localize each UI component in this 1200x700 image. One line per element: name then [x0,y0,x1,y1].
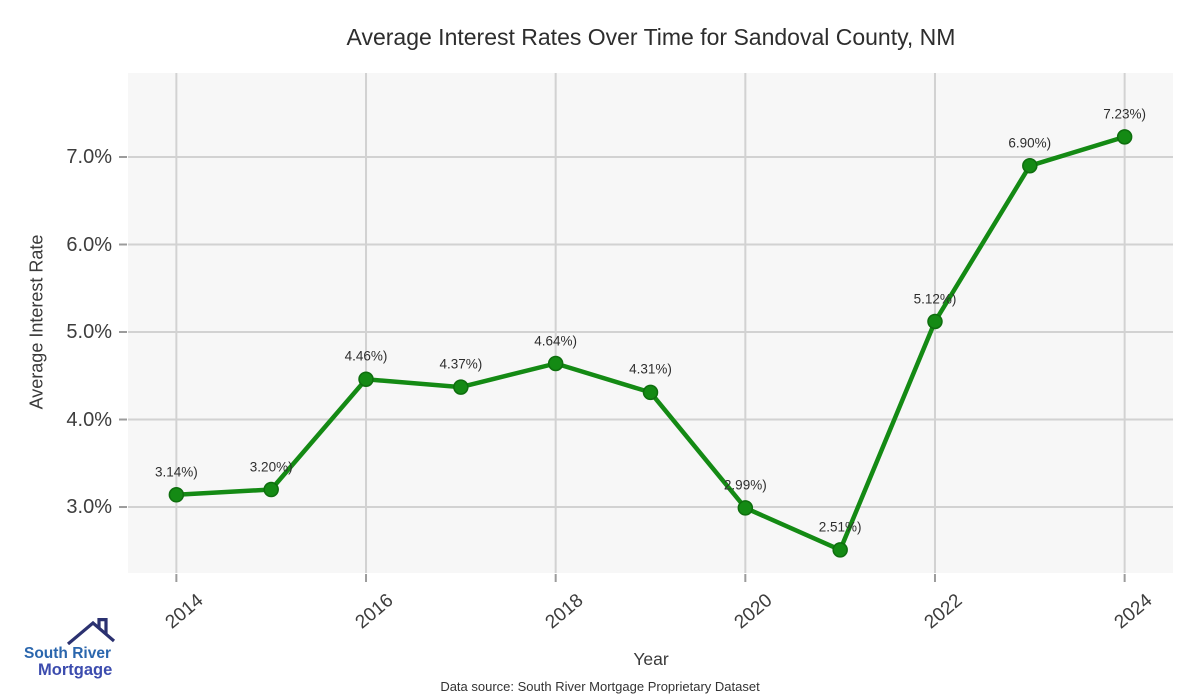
y-tick-label: 6.0% [66,233,112,256]
data-point-label: 4.31%) [629,361,672,377]
data-point-label: 4.64%) [534,333,578,348]
data-point-label: 5.12%) [913,291,957,306]
y-tick-label: 5.0% [66,321,112,343]
logo-roof-icon [66,618,116,645]
data-point [927,313,943,330]
data-point [263,481,279,498]
data-point [737,500,754,516]
data-point [453,379,469,395]
data-point [1116,129,1133,145]
x-axis-title: Year [633,649,669,669]
data-point-label: 3.20%) [249,459,293,475]
data-point-label: 4.46%) [344,348,388,364]
data-point-label: 2.51%) [818,519,862,535]
data-point [832,542,848,558]
data-point [168,487,185,503]
y-tick-label: 3.0% [66,496,112,519]
y-tick-label: 7.0% [66,146,112,168]
data-point [1022,158,1038,174]
logo: South River Mortgage [24,618,136,680]
logo-text-line2: Mortgage [38,661,113,679]
chart-title: Average Interest Rates Over Time for San… [346,24,956,50]
data-point-label: 2.99%) [723,477,767,493]
logo-text-line1: South River [24,645,111,662]
data-source-note: Data source: South River Mortgage Propri… [440,679,760,694]
data-point-label: 6.90%) [1008,135,1052,151]
data-point-label: 7.23%) [1103,106,1147,122]
data-point-label: 3.14%) [154,464,198,480]
data-point [547,355,564,372]
y-tick-label: 4.0% [66,408,112,431]
data-point [642,384,659,401]
data-point [358,371,374,388]
data-point-label: 4.37%) [439,356,483,372]
